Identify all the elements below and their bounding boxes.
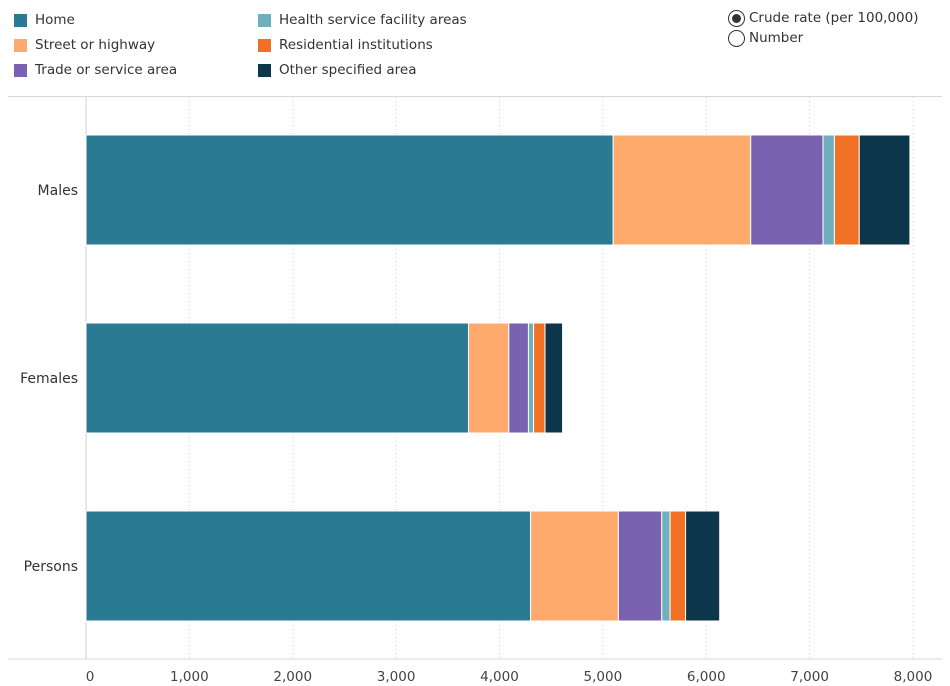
legend-item: Residential institutions (258, 37, 433, 53)
legend-label: Other specified area (279, 62, 417, 78)
bar-segment (685, 510, 721, 622)
category-label: Males (38, 183, 78, 199)
top-divider (8, 96, 942, 97)
bars (85, 134, 911, 622)
x-tick-label: 4,000 (480, 669, 519, 685)
bar-segment (544, 322, 564, 434)
x-tick-label: 1,000 (170, 669, 209, 685)
radio-selected-icon[interactable] (728, 9, 745, 27)
legend-label: Home (35, 12, 75, 28)
legend-label: Trade or service area (35, 62, 178, 78)
bar-segment (530, 510, 619, 622)
x-tick-label: 6,000 (687, 669, 726, 685)
bar-segment (612, 134, 752, 246)
bar-segment (85, 510, 532, 622)
bar-segment (508, 322, 529, 434)
legend-swatch (258, 63, 271, 77)
chart-legend: Home Street or highway Trade or service ar… (0, 0, 700, 90)
legend-label: Street or highway (35, 37, 156, 53)
legend-label: Health service facility areas (279, 12, 467, 28)
x-tick-label: 3,000 (377, 669, 416, 685)
legend-swatch (14, 63, 27, 77)
legend-swatch (14, 38, 27, 52)
x-tick-label: 7,000 (790, 669, 829, 685)
x-tick-label: 2,000 (273, 669, 312, 685)
x-tick-label: 0 (86, 669, 95, 685)
legend-swatch (258, 13, 271, 27)
radio-unselected-icon[interactable] (728, 29, 745, 47)
legend-item: Health service facility areas (258, 12, 467, 28)
bar-segment (858, 134, 911, 246)
bar-segment (617, 510, 663, 622)
legend-label: Residential institutions (279, 37, 433, 53)
legend-swatch (14, 13, 27, 27)
radio-label: Crude rate (per 100,000) (749, 10, 919, 26)
category-labels: Males Females Persons (20, 183, 78, 575)
radio-label: Number (749, 30, 804, 46)
legend-item: Trade or service area (14, 62, 177, 78)
legend-item: Other specified area (258, 62, 416, 78)
x-tick-label: 8,000 (894, 669, 933, 685)
category-label: Persons (24, 559, 78, 575)
bar-segment (527, 322, 535, 434)
bar-segment (661, 510, 671, 622)
bar-segment (467, 322, 510, 434)
bar-segment (750, 134, 824, 246)
legend-item: Home (14, 12, 75, 28)
legend-swatch (258, 38, 271, 52)
bar-segment (822, 134, 835, 246)
category-label: Females (20, 371, 78, 387)
bar-segment (85, 322, 469, 434)
legend-item: Street or highway (14, 37, 155, 53)
measure-toggle[interactable]: Crude rate (per 100,000) Number (728, 8, 919, 48)
bar-segment (85, 134, 614, 246)
bar-segment (833, 134, 860, 246)
radio-option[interactable]: Number (728, 28, 919, 48)
x-tick-label: 5,000 (584, 669, 623, 685)
radio-option[interactable]: Crude rate (per 100,000) (728, 8, 919, 28)
bar-segment (533, 322, 546, 434)
bar-segment (669, 510, 687, 622)
x-axis-ticks: 0 1,000 2,000 3,000 4,000 5,000 6,000 7,000 8,00… (86, 669, 933, 685)
